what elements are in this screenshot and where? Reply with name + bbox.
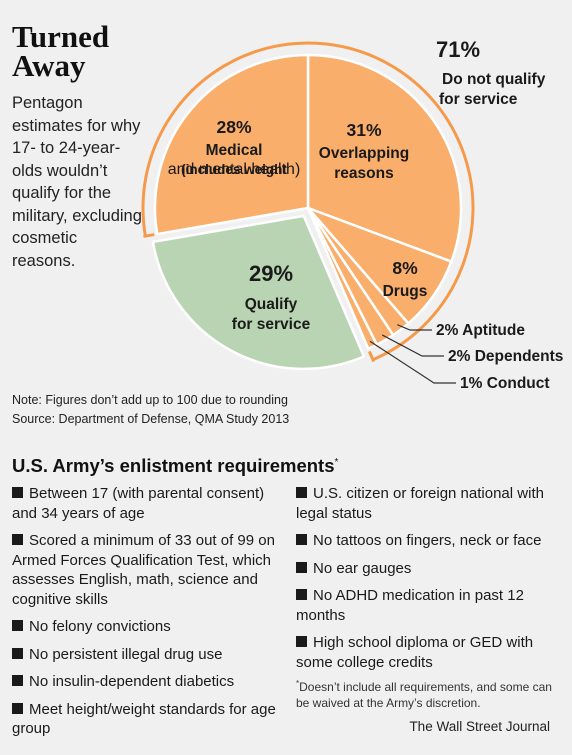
requirement-left-item-text: No insulin-dependent diabetics — [29, 673, 235, 690]
label-qualify-line: for service — [232, 316, 311, 333]
bullet-square-icon — [12, 534, 23, 545]
requirement-right-item: U.S. citizen or foreign national with le… — [296, 484, 558, 523]
label-medical-line: (includes weight — [181, 162, 287, 177]
pie-slice-qualify-for-service — [151, 214, 366, 371]
callout-71-line: Do not qualify — [442, 71, 546, 88]
requirement-right-item-text: No tattoos on fingers, neck or face — [313, 532, 542, 549]
leader-line-aptitude — [397, 324, 432, 331]
chart-title: Turned Away — [12, 19, 110, 83]
pie-slice-conduct — [306, 206, 379, 350]
bullet-square-icon — [296, 534, 307, 545]
requirement-left-item-text: No felony convictions — [29, 618, 171, 635]
pie-slice-overlapping-reasons — [306, 53, 463, 263]
label-overlapping-line: reasons — [334, 165, 393, 182]
label-drugs-line: Drugs — [383, 283, 428, 300]
source-note: Source: Department of Defense, QMA Study… — [12, 412, 290, 426]
callout-71-line: for service — [439, 91, 518, 108]
requirement-left-item-text: Scored a minimum of 33 out of 99 on Arme… — [12, 532, 275, 608]
bullet-square-icon — [12, 675, 23, 686]
bullet-square-icon — [12, 647, 23, 659]
requirement-right-item-text: U.S. citizen or foreign national with le… — [296, 485, 544, 522]
requirement-left-item-text: No persistent illegal drug use — [29, 645, 223, 663]
label-medical-line: 28% — [216, 117, 251, 137]
pie-chart: 31% Overlapping reasons 8% Drugs 29% Qualify fo… — [141, 37, 563, 392]
requirement-right-item: No tattoos on fingers, neck or face — [296, 531, 558, 551]
label-overlapping-line: 31% — [346, 120, 381, 140]
requirements-title-mark: * — [334, 456, 339, 468]
pie-slice-medical-includes-weight-and-mental-health — [153, 53, 310, 236]
requirements-right-column: U.S. citizen or foreign national with le… — [296, 484, 558, 680]
bullet-square-icon — [12, 487, 23, 498]
label-overlapping: 31% Overlapping reasons — [319, 120, 409, 182]
callout-bracket-tick-end — [367, 350, 376, 363]
callout-bracket-tick-start — [143, 233, 155, 238]
label-qualify: 29% Qualify for service — [232, 261, 311, 333]
small-label-conduct: 1% Conduct — [460, 375, 550, 392]
footnote: *Doesn’t include all requirements, and s… — [296, 676, 558, 711]
label-drugs-line: 8% — [392, 258, 418, 278]
bullet-square-icon — [296, 487, 307, 498]
requirement-left-item-text: Meet height/weight standards for age gro… — [12, 700, 276, 738]
small-label-dependents: 2% Dependents — [448, 348, 563, 365]
bullet-square-icon — [296, 589, 307, 600]
requirement-right-item: No ear gauges — [296, 559, 558, 579]
bullet-square-icon — [12, 620, 23, 631]
label-drugs: 8% Drugs — [383, 258, 428, 300]
label-medical: 28% Medical (includes weightand mental hea… — [168, 117, 301, 178]
rounding-note: Note: Figures don’t add up to 100 due to… — [12, 393, 288, 407]
footnote-text: Doesn’t include all requirements, and so… — [296, 680, 552, 710]
requirement-right-item-text: High school diploma or GED with some col… — [296, 634, 534, 671]
requirement-right-item-text: No ear gauges — [313, 559, 412, 577]
label-medical-line: Medical — [206, 142, 263, 159]
credit: The Wall Street Journal — [409, 719, 550, 734]
bullet-square-icon — [12, 702, 23, 714]
requirement-left-item: No felony convictions — [12, 617, 280, 637]
footnote-mark: * — [296, 679, 300, 688]
requirement-left-item: Scored a minimum of 33 out of 99 on Arme… — [12, 531, 280, 609]
notes: Note: Figures don’t add up to 100 due to… — [12, 391, 289, 429]
requirement-right-item: High school diploma or GED with some col… — [296, 633, 558, 672]
requirements-title: U.S. Army’s enlistment requirements* — [12, 455, 338, 477]
requirements-title-text: U.S. Army’s enlistment requirements — [12, 455, 335, 476]
leader-line-conduct — [369, 340, 456, 384]
chart-subtitle: Pentagon estimates for why 17- to 24-yea… — [12, 94, 142, 270]
callout-71-line: 71% — [436, 37, 480, 62]
requirements-left-column: Between 17 (with parental consent) and 3… — [12, 484, 280, 747]
requirement-right-item-text: No ADHD medication in past 12 months — [296, 587, 524, 624]
label-qualify-line: Qualify — [245, 296, 298, 313]
small-label-aptitude: 2% Aptitude — [436, 322, 525, 339]
requirement-left-item-text: Between 17 (with parental consent) and 3… — [12, 485, 265, 522]
callout-71: 71% Do not qualify for service — [436, 37, 546, 108]
requirement-left-item: Between 17 (with parental consent) and 3… — [12, 484, 280, 523]
label-medical-line: and mental health) — [168, 161, 301, 178]
leader-line-dependents — [381, 334, 444, 357]
requirement-left-item: No persistent illegal drug use — [12, 645, 280, 665]
callout-bracket-arc — [141, 41, 475, 362]
requirement-right-item: No ADHD medication in past 12 months — [296, 586, 558, 625]
bullet-square-icon — [296, 561, 307, 573]
label-qualify-line: 29% — [249, 261, 293, 286]
label-overlapping-line: Overlapping — [319, 145, 409, 162]
bullet-square-icon — [296, 636, 307, 647]
requirement-left-item: Meet height/weight standards for age gro… — [12, 700, 280, 739]
requirement-left-item: No insulin-dependent diabetics — [12, 672, 280, 692]
